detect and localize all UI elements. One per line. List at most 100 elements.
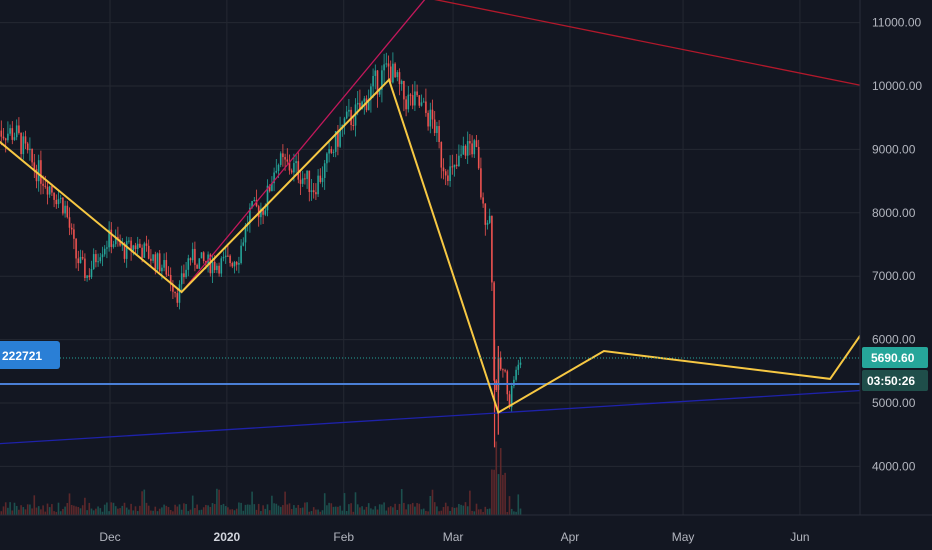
volume-bar (101, 511, 104, 515)
volume-bar (405, 509, 407, 515)
candle-body (194, 248, 196, 265)
candle-body (128, 240, 130, 242)
candle-body (466, 141, 469, 156)
candle-body (385, 63, 388, 65)
volume-bar (491, 469, 493, 515)
volume-bar (372, 509, 374, 515)
volume-bar (295, 507, 297, 515)
volume-bar (97, 506, 99, 515)
volume-bar (519, 508, 522, 515)
candle-body (119, 240, 121, 246)
candle-body (130, 240, 132, 251)
volume-bar (70, 504, 73, 515)
volume-bar (458, 503, 460, 515)
candle-body (125, 241, 128, 259)
candle-body (26, 143, 29, 151)
volume-bar (510, 508, 513, 515)
time-axis[interactable]: Dec 2020 Feb Mar Apr May Jun (99, 530, 809, 544)
volume-bar (332, 506, 335, 515)
candle-body (471, 143, 473, 155)
candle-body (464, 145, 467, 156)
volume-bar (106, 502, 108, 515)
volume-bar (46, 503, 49, 515)
candle-body (422, 101, 425, 103)
volume-bar (66, 503, 69, 515)
candle-body (405, 99, 407, 110)
volume-bar (55, 511, 58, 515)
volume-bar (174, 504, 176, 515)
volume-bar (33, 495, 36, 515)
price-tick-label: 8000.00 (872, 206, 916, 220)
candle-body (262, 208, 264, 215)
candle-body (15, 125, 18, 138)
candle-body (515, 369, 517, 380)
candle-body (475, 140, 478, 147)
volume-bar (139, 505, 141, 515)
candle-body (29, 148, 31, 151)
projection-line[interactable] (0, 77, 865, 414)
volume-bar (451, 507, 454, 515)
volume-bar (59, 511, 62, 515)
volume-bar (114, 506, 117, 515)
candle-body (218, 265, 220, 274)
price-tick-label: 10000.00 (872, 79, 922, 93)
candle-body (383, 64, 385, 71)
candle-body (152, 254, 154, 261)
volume-bar (134, 506, 137, 515)
volume-bar (385, 510, 388, 515)
volume-bar (400, 489, 403, 515)
candle-body (44, 185, 47, 187)
trendline-2[interactable] (408, 0, 865, 87)
candle-body (0, 130, 3, 137)
volume-bar (273, 503, 275, 515)
volume-bar (286, 504, 289, 515)
volume-bar (389, 506, 392, 515)
candle-body (482, 197, 484, 204)
volume-bar (187, 511, 190, 515)
last-price-badge: 5690.60 (862, 347, 928, 368)
candle-body (339, 128, 341, 147)
candle-body (348, 109, 350, 112)
candle-body (403, 80, 405, 100)
volume-bar (238, 502, 240, 515)
volume-bar (493, 469, 495, 515)
volume-bar (37, 506, 40, 515)
volume-bar (436, 506, 438, 515)
candle-body (308, 170, 311, 192)
candle-body (220, 258, 223, 274)
volume-bar (92, 510, 95, 515)
candle-body (387, 63, 390, 67)
volume-bar (90, 508, 93, 515)
price-axis[interactable]: 11000.00 10000.00 9000.00 8000.00 7000.00 600… (872, 16, 922, 474)
candle-body (191, 248, 194, 261)
volume-bar (86, 510, 88, 515)
volume-bar (321, 510, 324, 515)
volume-bar (128, 509, 130, 515)
candle-body (196, 264, 198, 269)
candle-body (273, 172, 275, 184)
candle-body (321, 177, 324, 182)
volume-bar (497, 474, 500, 515)
candle-body (447, 175, 449, 182)
candle-body (429, 109, 432, 127)
volume-bar (416, 503, 418, 515)
volume-bar (191, 495, 194, 515)
volume-bars (0, 441, 522, 515)
trendline-3[interactable] (0, 389, 865, 445)
candle-body (90, 269, 93, 278)
volume-bar (271, 495, 273, 515)
volume-bar (288, 503, 291, 515)
candle-body (141, 247, 143, 258)
volume-bar (319, 511, 322, 515)
candle-body (440, 142, 443, 168)
candle-body (189, 258, 192, 261)
volume-bar (352, 511, 355, 515)
trendline-1[interactable] (181, 0, 427, 293)
candle-body (154, 254, 157, 270)
alert-badge[interactable]: 222721 (0, 341, 60, 369)
volume-bar (62, 508, 64, 515)
volume-bar (359, 507, 361, 515)
candle-body (198, 258, 201, 269)
volume-bar (398, 503, 401, 515)
